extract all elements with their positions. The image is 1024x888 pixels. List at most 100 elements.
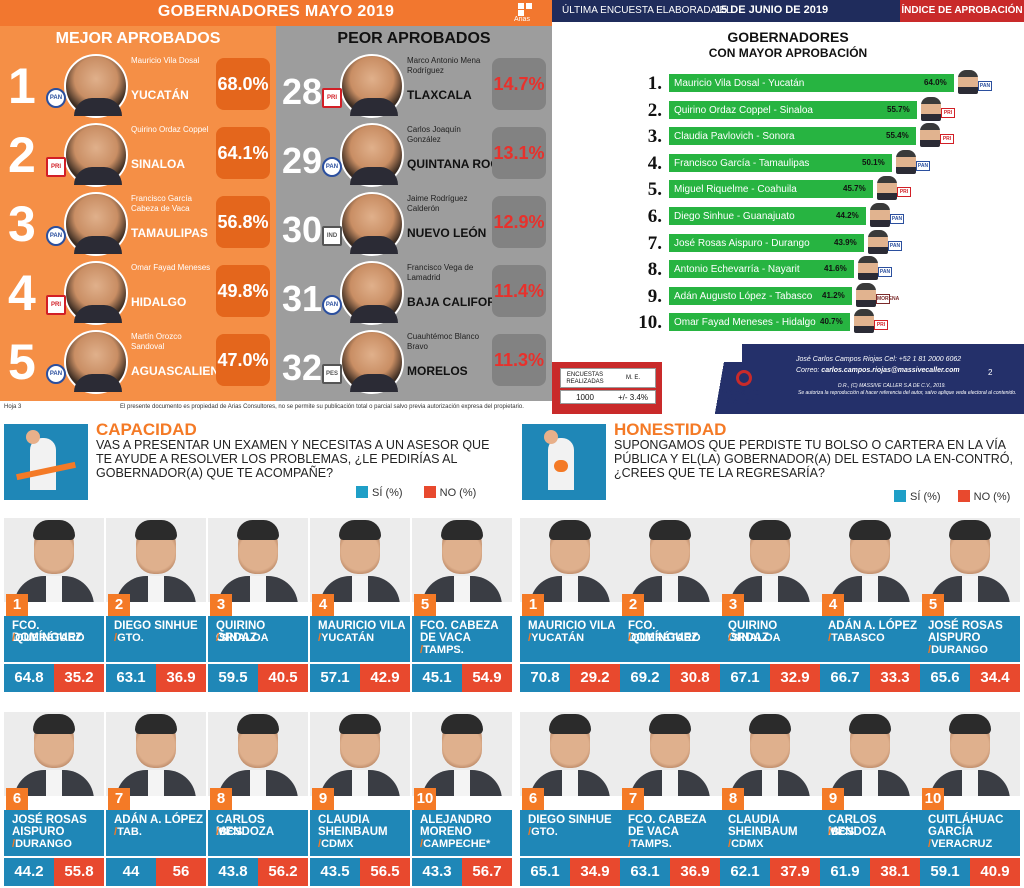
governor-card: 3 QUIRINO ORDAZ/SINALOA 59.5 40.5 bbox=[208, 518, 308, 692]
approval-percent: 68.0% bbox=[216, 58, 270, 110]
legal-note: Se autoriza la reproducción al hacer ref… bbox=[798, 390, 1017, 396]
approval-percent: 49.8% bbox=[216, 265, 270, 317]
chart-category-label: Francisco García - Tamaulipas bbox=[674, 157, 810, 169]
governor-photo bbox=[64, 192, 128, 256]
legend-no-swatch bbox=[423, 486, 436, 498]
chart-governor-photo bbox=[856, 282, 876, 307]
chart-party-logo-icon: PRI bbox=[897, 187, 911, 198]
governor-rank: 5 bbox=[414, 594, 436, 616]
no-percent: 36.9 bbox=[156, 664, 206, 692]
governor-rank: 31 bbox=[282, 278, 323, 319]
governor-state: TAMAULIPAS bbox=[131, 226, 208, 240]
chart-rank-label: 10. bbox=[638, 312, 662, 334]
panel2-header: ÚLTIMA ENCUESTA ELABORADA EL 15 DE JUNIO… bbox=[552, 0, 1024, 22]
photo-shirt bbox=[562, 576, 578, 602]
governor-card: 4 ADÁN A. LÓPEZ/TABASCO 66.7 33.3 bbox=[820, 518, 920, 692]
honestidad-legend: SÍ (%) NO (%) bbox=[894, 490, 1010, 503]
survey-table-values: 1000 +/- 3.4% bbox=[560, 390, 656, 404]
governor-rank: 6 bbox=[522, 788, 544, 810]
no-percent: 33.3 bbox=[870, 664, 920, 692]
footer-navy-band bbox=[742, 344, 1024, 414]
governor-photo bbox=[820, 518, 920, 602]
capacidad-legend: SÍ (%) NO (%) bbox=[356, 486, 476, 499]
chart-rank-label: 1. bbox=[647, 73, 662, 94]
logo-square-icon bbox=[518, 3, 524, 9]
footer-wedge bbox=[662, 362, 772, 414]
si-percent: 63.1 bbox=[106, 664, 156, 692]
governor-photo bbox=[64, 123, 128, 187]
email-link[interactable]: carlos.campos.riojas@massivecaller.com bbox=[821, 367, 960, 374]
governor-name: JOSÉ ROSAS AISPURO bbox=[12, 814, 87, 838]
photo-hair bbox=[135, 714, 177, 734]
approval-percent: 64.1% bbox=[216, 127, 270, 179]
governor-state-text: GTO. bbox=[117, 632, 144, 644]
governor-namebox: ALEJANDRO MORENO/CAMPECHE* bbox=[412, 810, 512, 856]
governor-card: 5 JOSÉ ROSAS AISPURO/DURANGO 65.6 34.4 bbox=[920, 518, 1020, 692]
governor-rank: 28 bbox=[282, 71, 323, 112]
si-percent: 43.8 bbox=[208, 858, 258, 886]
governor-card: 8 CARLOS MENDOZA/BCS 43.8 56.2 bbox=[208, 712, 308, 886]
no-percent: 34.4 bbox=[970, 664, 1020, 692]
governor-card: 5 FCO. CABEZA DE VACA/TAMPS. 45.1 54.9 bbox=[412, 518, 512, 692]
logo-square-icon bbox=[526, 3, 532, 9]
no-percent: 54.9 bbox=[462, 664, 512, 692]
governor-name: QUIRINO ORDAZ bbox=[216, 620, 266, 644]
governor-name: Jaime Rodríguez Calderón bbox=[407, 194, 468, 213]
governor-name: FCO. CABEZA DE VACA bbox=[628, 814, 707, 838]
state-slash: / bbox=[928, 838, 932, 850]
photo-hair bbox=[33, 714, 75, 734]
governor-namebox: CUITLÁHUAC GARCÍA/VERACRUZ bbox=[920, 810, 1020, 856]
chart-rank-label: 5. bbox=[647, 179, 662, 201]
chart-rank-label: 2. bbox=[647, 99, 662, 121]
governor-rank: 5 bbox=[8, 334, 36, 390]
governor-rank: 10 bbox=[414, 788, 436, 810]
governor-row: 31 PAN Francisco Vega de Lamadrid BAJA CALI… bbox=[276, 259, 552, 327]
si-percent: 44.2 bbox=[4, 858, 54, 886]
chart-governor-photo bbox=[868, 229, 888, 254]
governor-state-text: CDMX bbox=[731, 838, 764, 850]
chart-governor-photo bbox=[870, 203, 890, 227]
governor-name: CARLOS MENDOZA bbox=[828, 814, 887, 838]
governor-namebox: FCO. DOMÍNGUEZ/QUERÉTARO bbox=[4, 616, 104, 662]
governor-name: Carlos Joaquín González bbox=[407, 125, 461, 144]
contact-line: José Carlos Campos Riojas Cel: +52 1 81 … bbox=[796, 356, 962, 363]
governor-state-text: CDMX bbox=[321, 838, 354, 850]
chart-party-logo-icon: PRI bbox=[940, 134, 954, 145]
photo-shirt bbox=[862, 770, 878, 796]
si-percent: 45.1 bbox=[412, 664, 462, 692]
governor-row: 2 PRI Quirino Ordaz Coppel SINALOA 64.1% bbox=[0, 121, 276, 189]
si-percent: 65.6 bbox=[920, 664, 970, 692]
chart-party-logo-icon: PAN bbox=[878, 267, 892, 278]
page-number: 2 bbox=[988, 368, 993, 377]
no-percent: 56.2 bbox=[258, 858, 308, 886]
governor-row: 32 PES Cuauhtémoc Blanco Bravo MORELOS 11.3% bbox=[276, 328, 552, 396]
legend-si-label: SÍ (%) bbox=[910, 491, 941, 503]
governor-photo bbox=[340, 261, 404, 325]
no-percent: 42.9 bbox=[360, 664, 410, 692]
chart-party-logo-icon: PRI bbox=[941, 107, 955, 118]
governor-namebox: MAURICIO VILA/YUCATÁN bbox=[310, 616, 410, 662]
governor-state: /SINALOA bbox=[216, 632, 269, 644]
governor-namebox: QUIRINO ORDAZ/SINALOA bbox=[208, 616, 308, 662]
panel-massive-caller: ÚLTIMA ENCUESTA ELABORADA EL 15 DE JUNIO… bbox=[552, 0, 1024, 414]
governor-photo bbox=[620, 712, 720, 796]
governor-state: /QUERÉTARO bbox=[628, 632, 701, 644]
state-slash: / bbox=[216, 826, 220, 838]
governor-state-text: GTO. bbox=[531, 826, 558, 838]
photo-hair bbox=[849, 520, 891, 540]
chart-bar bbox=[669, 180, 873, 199]
governor-namebox: JOSÉ ROSAS AISPURO/DURANGO bbox=[920, 616, 1020, 662]
chart-category-label: Adán Augusto López - Tabasco bbox=[674, 290, 813, 302]
approval-percent: 11.3% bbox=[492, 334, 546, 386]
no-percent: 38.1 bbox=[870, 858, 920, 886]
capacidad-question: VAS A PRESENTAR UN EXAMEN Y NECESITAS A … bbox=[96, 438, 490, 480]
governor-photo bbox=[340, 54, 404, 118]
governor-rank: 30 bbox=[282, 209, 323, 250]
chart-rank-label: 3. bbox=[647, 126, 662, 148]
governor-photo bbox=[820, 712, 920, 796]
si-percent: 69.2 bbox=[620, 664, 670, 692]
chart-governor-photo bbox=[858, 256, 878, 281]
governor-name: QUIRINO ORDAZ bbox=[728, 620, 778, 644]
approval-percent: 11.4% bbox=[492, 265, 546, 317]
governor-state: /DURANGO bbox=[12, 838, 72, 850]
